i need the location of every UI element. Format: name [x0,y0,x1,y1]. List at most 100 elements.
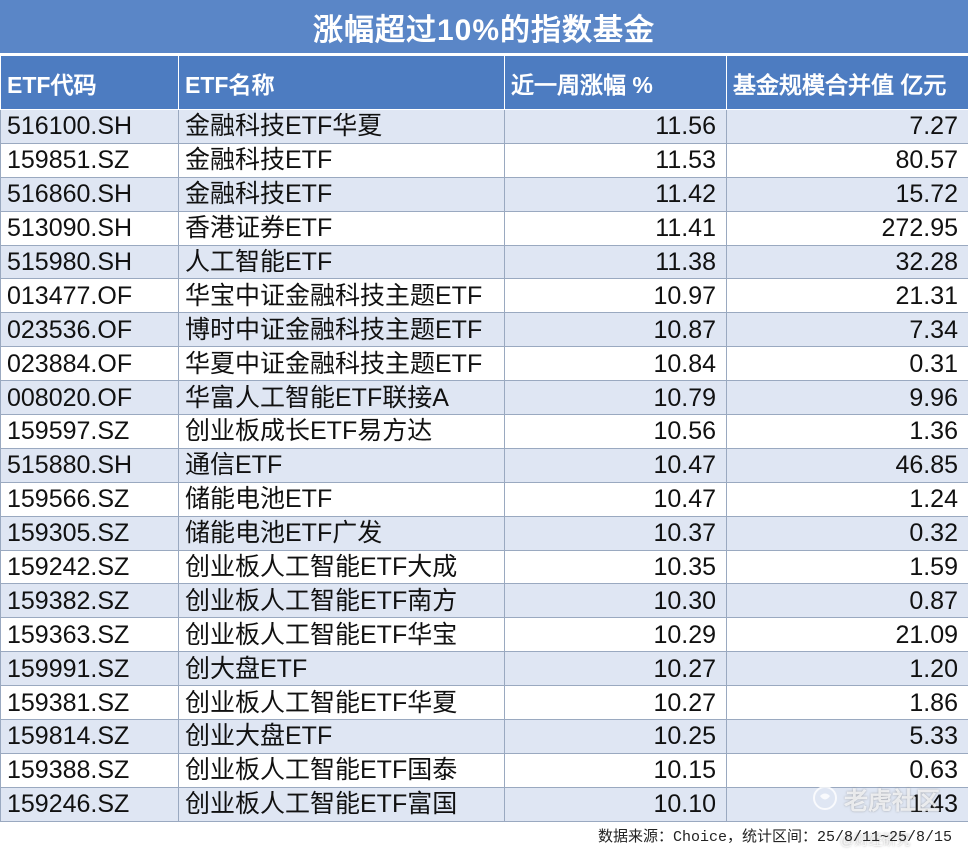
cell-change: 11.42 [504,176,727,212]
table-row[interactable]: 159381.SZ 创业板人工智能ETF华夏 10.27 1.86 [0,685,968,721]
cell-change: 10.79 [504,380,727,416]
table-row[interactable]: 513090.SH 香港证券ETF 11.41 272.95 [0,210,968,246]
cell-code: 159814.SZ [0,719,179,754]
cell-change: 10.10 [504,786,727,822]
column-header-size[interactable]: 基金规模合并值 亿元 [726,55,968,110]
cell-size: 7.27 [726,109,968,144]
table-body: 516100.SH 金融科技ETF华夏 11.56 7.27 159851.SZ 金融科技… [0,109,968,822]
cell-size: 1.43 [726,786,968,822]
cell-change: 11.41 [504,210,727,246]
cell-name: 华宝中证金融科技主题ETF [178,278,505,314]
cell-change: 10.29 [504,617,727,653]
cell-name: 创业大盘ETF [178,719,505,754]
cell-code: 513090.SH [0,210,179,246]
fund-table: ETF代码 ETF名称 近一周涨幅 % 基金规模合并值 亿元 516100.SH… [0,55,968,822]
cell-change: 10.27 [504,685,727,721]
cell-name: 博时中证金融科技主题ETF [178,312,505,348]
cell-name: 金融科技ETF [178,142,505,178]
cell-change: 10.47 [504,481,727,517]
cell-name: 创业板人工智能ETF华宝 [178,617,505,653]
column-header-change[interactable]: 近一周涨幅 % [504,55,727,110]
table-row[interactable]: 516100.SH 金融科技ETF华夏 11.56 7.27 [0,109,968,144]
table-row[interactable]: 159814.SZ 创业大盘ETF 10.25 5.33 [0,719,968,754]
cell-change: 11.53 [504,142,727,178]
cell-name: 创大盘ETF [178,651,505,687]
cell-code: 023536.OF [0,312,179,348]
cell-size: 272.95 [726,210,968,246]
table-row[interactable]: 159363.SZ 创业板人工智能ETF华宝 10.29 21.09 [0,617,968,653]
column-header-name[interactable]: ETF名称 [178,55,505,110]
cell-size: 1.86 [726,685,968,721]
cell-change: 10.35 [504,549,727,585]
header-row: ETF代码 ETF名称 近一周涨幅 % 基金规模合并值 亿元 [0,55,968,110]
cell-size: 7.34 [726,312,968,348]
cell-code: 159363.SZ [0,617,179,653]
cell-name: 储能电池ETF广发 [178,515,505,551]
cell-change: 10.25 [504,719,727,754]
source-note: 数据来源：Choice，统计区间：25/8/11~25/8/15 [597,829,952,846]
cell-size: 32.28 [726,244,968,280]
cell-name: 金融科技ETF [178,176,505,212]
table-row[interactable]: 008020.OF 华富人工智能ETF联接A 10.79 9.96 [0,380,968,416]
cell-code: 159305.SZ [0,515,179,551]
cell-size: 80.57 [726,142,968,178]
table-row[interactable]: 159242.SZ 创业板人工智能ETF大成 10.35 1.59 [0,549,968,585]
cell-change: 10.97 [504,278,727,314]
cell-size: 15.72 [726,176,968,212]
table-row[interactable]: 159991.SZ 创大盘ETF 10.27 1.20 [0,651,968,687]
cell-change: 10.56 [504,414,727,449]
table-title: 涨幅超过10%的指数基金 [0,0,968,55]
cell-size: 21.09 [726,617,968,653]
cell-code: 515980.SH [0,244,179,280]
table-row[interactable]: 013477.OF 华宝中证金融科技主题ETF 10.97 21.31 [0,278,968,314]
table-row[interactable]: 159597.SZ 创业板成长ETF易方达 10.56 1.36 [0,414,968,449]
cell-change: 10.37 [504,515,727,551]
table-row[interactable]: 159305.SZ 储能电池ETF广发 10.37 0.32 [0,515,968,551]
table-row[interactable]: 515980.SH 人工智能ETF 11.38 32.28 [0,244,968,280]
table-row[interactable]: 159382.SZ 创业板人工智能ETF南方 10.30 0.87 [0,583,968,619]
table-row[interactable]: 159246.SZ 创业板人工智能ETF富国 10.10 1.43 [0,786,968,822]
cell-size: 0.32 [726,515,968,551]
cell-size: 0.63 [726,752,968,788]
cell-code: 023884.OF [0,346,179,382]
cell-code: 159381.SZ [0,685,179,721]
table-row[interactable]: 023884.OF 华夏中证金融科技主题ETF 10.84 0.31 [0,346,968,382]
cell-change: 11.38 [504,244,727,280]
cell-size: 1.20 [726,651,968,687]
cell-change: 10.47 [504,447,727,483]
cell-code: 159851.SZ [0,142,179,178]
cell-change: 10.84 [504,346,727,382]
cell-name: 创业板人工智能ETF华夏 [178,685,505,721]
cell-name: 创业板人工智能ETF富国 [178,786,505,822]
table-row[interactable]: 159566.SZ 储能电池ETF 10.47 1.24 [0,481,968,517]
cell-change: 10.30 [504,583,727,619]
cell-code: 013477.OF [0,278,179,314]
cell-size: 1.36 [726,414,968,449]
cell-name: 创业板人工智能ETF大成 [178,549,505,585]
table-row[interactable]: 516860.SH 金融科技ETF 11.42 15.72 [0,176,968,212]
cell-code: 008020.OF [0,380,179,416]
cell-code: 515880.SH [0,447,179,483]
cell-name: 华夏中证金融科技主题ETF [178,346,505,382]
table-row[interactable]: 023536.OF 博时中证金融科技主题ETF 10.87 7.34 [0,312,968,348]
table-row[interactable]: 515880.SH 通信ETF 10.47 46.85 [0,447,968,483]
cell-code: 159388.SZ [0,752,179,788]
cell-name: 华富人工智能ETF联接A [178,380,505,416]
cell-change: 11.56 [504,109,727,144]
cell-code: 159242.SZ [0,549,179,585]
table-row[interactable]: 159851.SZ 金融科技ETF 11.53 80.57 [0,142,968,178]
cell-size: 21.31 [726,278,968,314]
cell-code: 159597.SZ [0,414,179,449]
cell-size: 1.59 [726,549,968,585]
cell-code: 516100.SH [0,109,179,144]
column-header-code[interactable]: ETF代码 [0,55,179,110]
cell-change: 10.15 [504,752,727,788]
cell-code: 159246.SZ [0,786,179,822]
cell-size: 5.33 [726,719,968,754]
cell-name: 香港证券ETF [178,210,505,246]
table-row[interactable]: 159388.SZ 创业板人工智能ETF国泰 10.15 0.63 [0,752,968,788]
cell-size: 46.85 [726,447,968,483]
cell-change: 10.27 [504,651,727,687]
cell-code: 159566.SZ [0,481,179,517]
